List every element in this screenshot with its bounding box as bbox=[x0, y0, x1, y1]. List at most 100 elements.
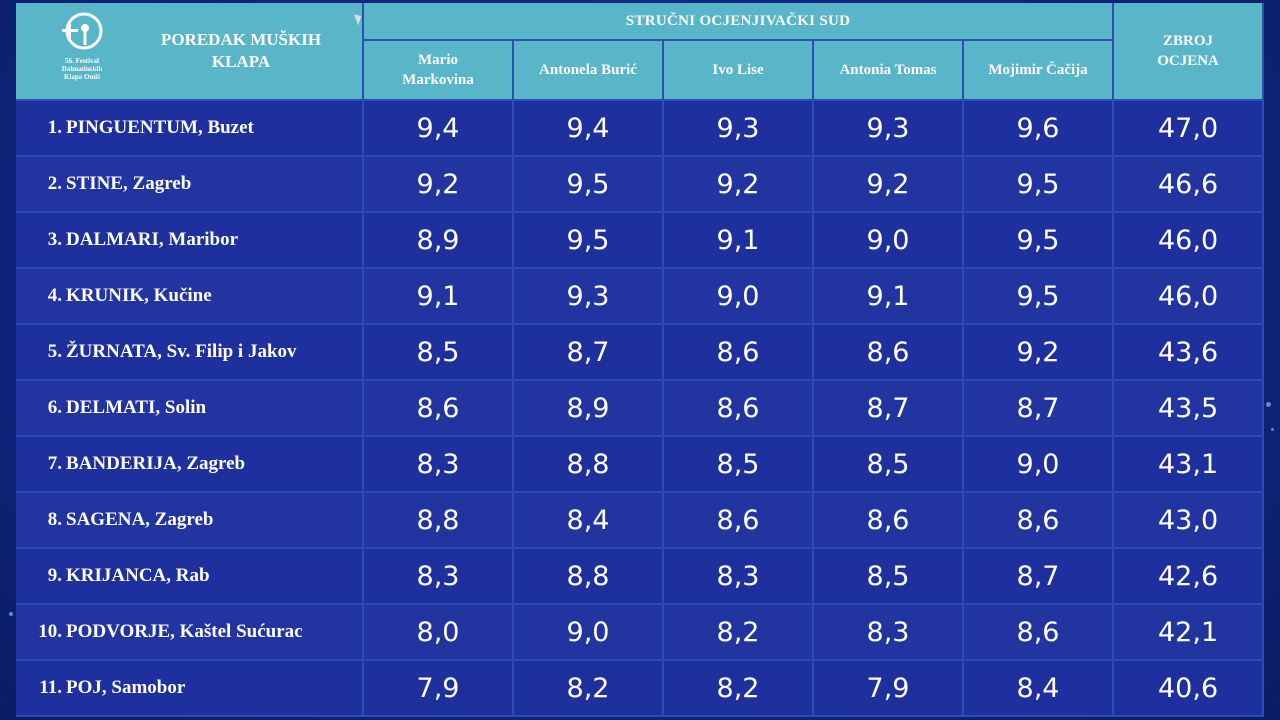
total-cell: 40,6 bbox=[1114, 661, 1265, 717]
table-row: 11. POJ, Samobor 7,9 8,2 8,2 7,9 8,4 40,6 bbox=[16, 661, 1265, 717]
background-sparkle bbox=[1271, 428, 1274, 431]
score-cell: 8,0 bbox=[364, 605, 514, 661]
klapa-name: PODVORJE, Kaštel Sućurac bbox=[66, 621, 303, 642]
klapa-cell: 3. DALMARI, Maribor bbox=[16, 213, 364, 269]
klapa-name: ŽURNATA, Sv. Filip i Jakov bbox=[66, 341, 297, 362]
header-title-cell: 56. Festival Dalmatinskih Klapa Omiš POR… bbox=[16, 3, 364, 101]
score-cell: 9,1 bbox=[364, 269, 514, 325]
score-cell: 8,3 bbox=[664, 549, 814, 605]
score-cell: 8,6 bbox=[664, 381, 814, 437]
judge-header: Antonela Burić bbox=[514, 41, 664, 101]
klapa-cell: 11. POJ, Samobor bbox=[16, 661, 364, 717]
judge-header: Antonia Tomas bbox=[814, 41, 964, 101]
judge-header: Mojimir Čačija bbox=[964, 41, 1115, 101]
klapa-name: PINGUENTUM, Buzet bbox=[66, 117, 254, 138]
table-header: 56. Festival Dalmatinskih Klapa Omiš POR… bbox=[16, 3, 1265, 101]
score-cell: 8,8 bbox=[514, 437, 664, 493]
table-row: 2. STINE, Zagreb 9,2 9,5 9,2 9,2 9,5 46,6 bbox=[16, 157, 1265, 213]
table-row: 3. DALMARI, Maribor 8,9 9,5 9,1 9,0 9,5 4… bbox=[16, 213, 1265, 269]
klapa-cell: 5. ŽURNATA, Sv. Filip i Jakov bbox=[16, 325, 364, 381]
score-cell: 9,0 bbox=[814, 213, 964, 269]
klapa-cell: 4. KRUNIK, Kučine bbox=[16, 269, 364, 325]
score-cell: 8,6 bbox=[664, 493, 814, 549]
score-cell: 8,7 bbox=[514, 325, 664, 381]
score-cell: 9,4 bbox=[514, 101, 664, 157]
total-cell: 47,0 bbox=[1114, 101, 1265, 157]
judge-header: Ivo Lise bbox=[664, 41, 814, 101]
klapa-name: BANDERIJA, Zagreb bbox=[66, 453, 246, 474]
table-row: 1. PINGUENTUM, Buzet 9,4 9,4 9,3 9,3 9,6 … bbox=[16, 101, 1265, 157]
score-cell: 8,5 bbox=[364, 325, 514, 381]
festival-logo-icon bbox=[62, 12, 103, 50]
score-cell: 8,7 bbox=[964, 549, 1115, 605]
klapa-name: SAGENA, Zagreb bbox=[66, 509, 214, 530]
score-cell: 9,0 bbox=[514, 605, 664, 661]
score-cell: 8,2 bbox=[664, 605, 814, 661]
logo-text-line: Klapa Omiš bbox=[64, 73, 100, 81]
rank-number: 7. bbox=[47, 453, 62, 474]
score-cell: 8,5 bbox=[664, 437, 814, 493]
klapa-cell: 1. PINGUENTUM, Buzet bbox=[16, 101, 364, 157]
rank-number: 8. bbox=[47, 509, 62, 530]
score-cell: 9,3 bbox=[814, 101, 964, 157]
score-cell: 8,8 bbox=[364, 493, 514, 549]
total-cell: 46,6 bbox=[1114, 157, 1265, 213]
rank-number: 10. bbox=[38, 621, 62, 642]
klapa-cell: 10. PODVORJE, Kaštel Sućurac bbox=[16, 605, 364, 661]
score-cell: 8,9 bbox=[514, 381, 664, 437]
total-header-line: ZBROJ bbox=[1163, 33, 1214, 49]
total-cell: 46,0 bbox=[1114, 269, 1265, 325]
total-header: ZBROJ OCJENA bbox=[1114, 3, 1265, 101]
table-row: 6. DELMATI, Solin 8,6 8,9 8,6 8,7 8,7 43,… bbox=[16, 381, 1265, 437]
score-cell: 8,8 bbox=[514, 549, 664, 605]
logo-text-line: Dalmatinskih bbox=[61, 65, 103, 73]
total-cell: 42,6 bbox=[1114, 549, 1265, 605]
page-title-line: KLAPA bbox=[211, 52, 271, 71]
rank-number: 3. bbox=[47, 229, 62, 250]
klapa-name: KRIJANCA, Rab bbox=[66, 565, 210, 586]
score-cell: 8,5 bbox=[814, 437, 964, 493]
judge-header: Mario Markovina bbox=[364, 41, 514, 101]
score-cell: 8,4 bbox=[514, 493, 664, 549]
score-cell: 8,4 bbox=[964, 661, 1115, 717]
score-cell: 8,3 bbox=[364, 549, 514, 605]
score-cell: 7,9 bbox=[814, 661, 964, 717]
score-cell: 8,6 bbox=[364, 381, 514, 437]
score-cell: 8,6 bbox=[814, 325, 964, 381]
score-cell: 8,2 bbox=[664, 661, 814, 717]
score-cell: 8,3 bbox=[814, 605, 964, 661]
score-cell: 9,6 bbox=[964, 101, 1115, 157]
klapa-cell: 2. STINE, Zagreb bbox=[16, 157, 364, 213]
festival-logo: 56. Festival Dalmatinskih Klapa Omiš bbox=[56, 11, 108, 81]
klapa-cell: 8. SAGENA, Zagreb bbox=[16, 493, 364, 549]
score-cell: 9,0 bbox=[964, 437, 1115, 493]
klapa-cell: 6. DELMATI, Solin bbox=[16, 381, 364, 437]
rank-number: 6. bbox=[47, 397, 62, 418]
judge-name-line: Markovina bbox=[402, 72, 474, 88]
score-cell: 9,5 bbox=[514, 157, 664, 213]
page-title-line: POREDAK MUŠKIH bbox=[160, 30, 322, 49]
logo-text-line: 56. Festival bbox=[65, 57, 99, 65]
score-cell: 9,5 bbox=[964, 269, 1115, 325]
score-cell: 9,1 bbox=[664, 213, 814, 269]
klapa-name: KRUNIK, Kučine bbox=[66, 285, 212, 306]
klapa-name: STINE, Zagreb bbox=[66, 173, 192, 194]
table-row: 8. SAGENA, Zagreb 8,8 8,4 8,6 8,6 8,6 43,… bbox=[16, 493, 1265, 549]
score-cell: 9,2 bbox=[814, 157, 964, 213]
total-cell: 42,1 bbox=[1114, 605, 1265, 661]
klapa-name: DALMARI, Maribor bbox=[66, 229, 239, 250]
table-row: 9. KRIJANCA, Rab 8,3 8,8 8,3 8,5 8,7 42,6 bbox=[16, 549, 1265, 605]
score-cell: 8,6 bbox=[964, 605, 1115, 661]
klapa-cell: 9. KRIJANCA, Rab bbox=[16, 549, 364, 605]
judge-name-line: Mario bbox=[418, 52, 458, 68]
score-cell: 9,1 bbox=[814, 269, 964, 325]
score-cell: 9,0 bbox=[664, 269, 814, 325]
total-cell: 43,6 bbox=[1114, 325, 1265, 381]
score-cell: 9,5 bbox=[514, 213, 664, 269]
score-cell: 9,3 bbox=[514, 269, 664, 325]
table-row: 4. KRUNIK, Kučine 9,1 9,3 9,0 9,1 9,5 46,… bbox=[16, 269, 1265, 325]
rank-number: 5. bbox=[47, 341, 62, 362]
klapa-name: POJ, Samobor bbox=[66, 677, 186, 698]
table-row: 7. BANDERIJA, Zagreb 8,3 8,8 8,5 8,5 9,0 … bbox=[16, 437, 1265, 493]
rank-number: 2. bbox=[47, 173, 62, 194]
